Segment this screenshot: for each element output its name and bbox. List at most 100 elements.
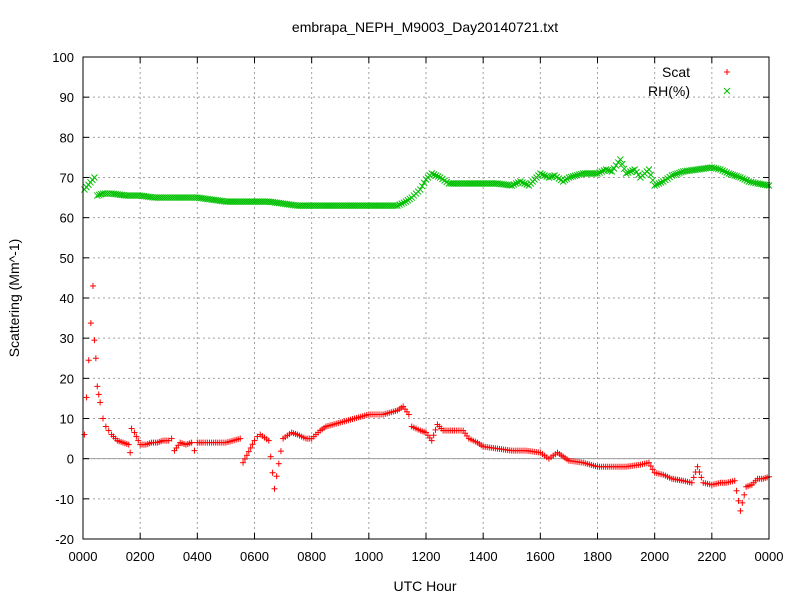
- x-tick-label: 1000: [354, 549, 383, 564]
- rh-point: [674, 170, 681, 177]
- y-tick-label: 40: [60, 291, 74, 306]
- rh-point: [647, 171, 655, 179]
- rh-point: [743, 177, 751, 184]
- rh-point: [516, 178, 524, 185]
- rh-point: [567, 173, 575, 181]
- rh-point: [729, 171, 737, 179]
- scat-point: [271, 485, 278, 492]
- scat-point: [128, 425, 135, 432]
- rh-point: [565, 174, 573, 181]
- rh-point: [416, 186, 424, 193]
- rh-point: [676, 169, 683, 177]
- rh-point: [745, 178, 753, 185]
- scat-point: [275, 460, 282, 467]
- scat-point: [647, 463, 654, 470]
- y-tick-label: 60: [60, 211, 74, 226]
- rh-point: [708, 164, 716, 171]
- grid: [83, 57, 769, 539]
- rh-point: [723, 169, 731, 176]
- scat-point: [90, 282, 97, 289]
- rh-point: [420, 179, 428, 187]
- plot-frame: [82, 56, 770, 540]
- scat-point: [188, 439, 195, 446]
- scat-point: [241, 456, 248, 463]
- rh-point: [573, 171, 581, 179]
- rh-point: [396, 201, 403, 208]
- scat-point: [269, 469, 276, 476]
- rh-point: [508, 182, 516, 189]
- rh-point: [547, 173, 555, 181]
- scat-point: [739, 499, 746, 506]
- scat-point: [405, 411, 412, 418]
- scat-point: [81, 431, 88, 438]
- scat-point: [191, 447, 198, 454]
- rh-point: [752, 179, 759, 187]
- rh-point: [95, 191, 103, 199]
- rh-point: [91, 174, 98, 181]
- scat-point: [127, 449, 134, 456]
- scat-point: [243, 452, 250, 459]
- scat-point: [87, 320, 94, 327]
- rh-point: [710, 164, 718, 172]
- rh-point: [719, 167, 726, 174]
- rh-point: [394, 202, 401, 209]
- rh-point: [592, 170, 599, 177]
- scat-point: [247, 444, 254, 451]
- scat-point: [649, 466, 656, 473]
- rh-point: [428, 170, 436, 177]
- rh-point: [741, 176, 749, 183]
- scat-point: [97, 399, 104, 406]
- scat-point: [265, 437, 272, 444]
- scat-point: [698, 474, 705, 481]
- legend-label-rh: RH(%): [648, 83, 690, 99]
- rh-point: [598, 168, 606, 175]
- rh-point: [400, 199, 408, 206]
- rh-point: [569, 172, 577, 180]
- rh-point: [614, 159, 622, 166]
- scat-point: [733, 487, 740, 494]
- scat-point: [731, 477, 738, 484]
- scat-point: [135, 437, 142, 444]
- scat-point: [91, 337, 98, 344]
- scat-point: [277, 448, 284, 455]
- rh-point: [747, 178, 755, 186]
- rh-point: [606, 167, 614, 175]
- rh-point: [510, 181, 518, 188]
- legend-scat-marker: [724, 69, 730, 75]
- scat-point: [273, 473, 280, 480]
- rh-point: [627, 168, 634, 175]
- scat-point: [237, 435, 244, 442]
- legend-marker-scat: [724, 69, 730, 75]
- scat-point: [430, 432, 437, 439]
- scat-point: [251, 437, 258, 444]
- axis-ticks: -20 -10 0 10 20 30 40 50 60 70 80 90 100 0000 0200 0400…: [52, 50, 783, 564]
- x-axis-label: UTC Hour: [393, 578, 456, 594]
- x-tick-label: 2200: [697, 549, 726, 564]
- y-tick-label: -20: [55, 532, 74, 547]
- legend: Scat RH(%): [648, 64, 731, 99]
- rh-point: [721, 168, 729, 175]
- y-tick-label: 30: [60, 331, 74, 346]
- rh-point: [594, 170, 601, 177]
- x-tick-label: 0800: [297, 549, 326, 564]
- x-tick-label: 1600: [526, 549, 555, 564]
- rh-point: [618, 160, 626, 168]
- x-tick-label: 1400: [469, 549, 498, 564]
- y-tick-label: 80: [60, 130, 74, 145]
- x-tick-label: 1800: [583, 549, 612, 564]
- rh-point: [651, 182, 659, 189]
- series-rh: [81, 156, 773, 209]
- rh-point: [735, 173, 742, 181]
- x-tick-label: 0200: [126, 549, 155, 564]
- scat-point: [100, 415, 107, 422]
- rh-point: [604, 166, 612, 174]
- rh-point: [432, 172, 440, 179]
- rh-point: [645, 166, 653, 173]
- rh-point: [519, 179, 526, 186]
- rh-point: [624, 169, 632, 176]
- x-tick-label: 0600: [240, 549, 269, 564]
- scat-point: [92, 355, 99, 362]
- rh-point: [672, 170, 679, 178]
- scat-point: [83, 394, 90, 401]
- rh-point: [655, 180, 663, 187]
